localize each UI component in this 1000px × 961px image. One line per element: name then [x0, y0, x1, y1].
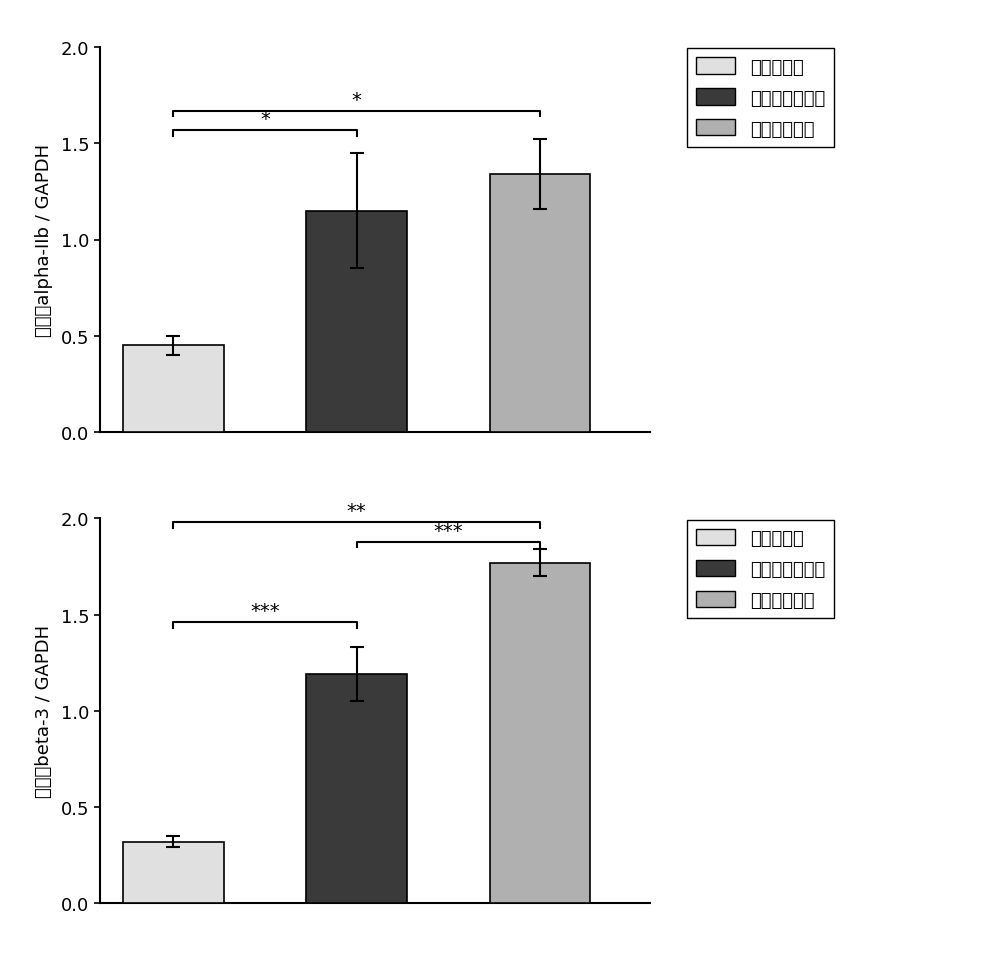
Bar: [123, 842, 224, 903]
Y-axis label: 整合素beta-3 / GAPDH: 整合素beta-3 / GAPDH: [35, 625, 53, 798]
Text: ***: ***: [250, 602, 280, 621]
Legend: 健康对照组, 结核潜伏感染组, 活动性肺结核: 健康对照组, 结核潜伏感染组, 活动性肺结核: [687, 520, 834, 618]
Text: **: **: [347, 502, 367, 521]
Legend: 健康对照组, 结核潜伏感染组, 活动性肺结核: 健康对照组, 结核潜伏感染组, 活动性肺结核: [687, 49, 834, 147]
Bar: [123, 346, 224, 432]
Bar: [490, 175, 590, 432]
Bar: [490, 563, 590, 903]
Text: ***: ***: [434, 521, 463, 540]
Text: *: *: [260, 110, 270, 129]
Y-axis label: 整合素alpha-IIb / GAPDH: 整合素alpha-IIb / GAPDH: [35, 144, 53, 336]
Bar: [306, 211, 407, 432]
Bar: [306, 675, 407, 903]
Text: *: *: [352, 90, 362, 110]
